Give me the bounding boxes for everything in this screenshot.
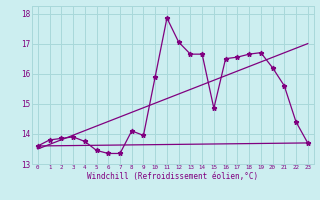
X-axis label: Windchill (Refroidissement éolien,°C): Windchill (Refroidissement éolien,°C) (87, 172, 258, 181)
